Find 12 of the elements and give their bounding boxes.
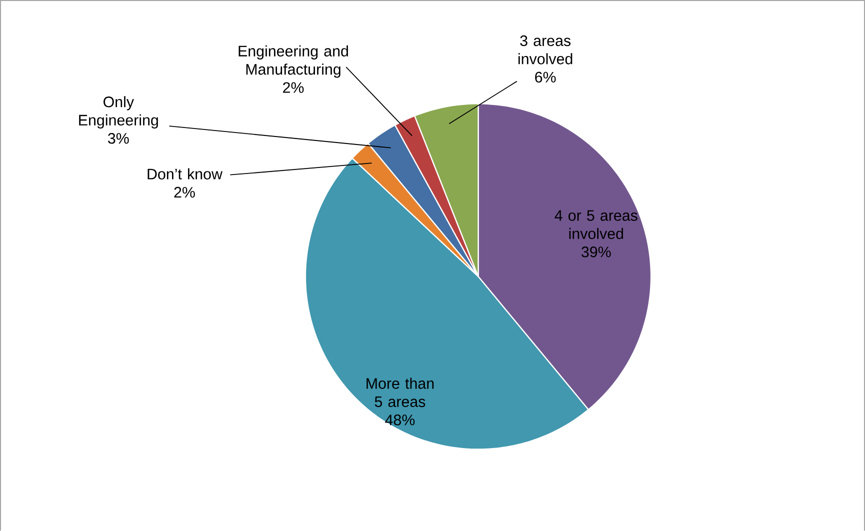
slice-label: Don’t know [148, 168, 222, 180]
slice-label: More than 5 areas [366, 378, 434, 408]
slice-label: Engineering and Manufacturing [238, 45, 348, 78]
data-label: 2% [283, 82, 304, 93]
data-label: 6% [535, 72, 556, 82]
data-label: 48% [385, 414, 415, 426]
data-label: 2% [174, 186, 195, 198]
data-label: 3% [108, 132, 129, 144]
data-label: 39% [582, 246, 611, 258]
slice-label: 3 areas involved [518, 35, 572, 64]
slice-label: Only Engineering [79, 96, 158, 128]
slice-label: 4 or 5 areas involved [554, 210, 638, 240]
